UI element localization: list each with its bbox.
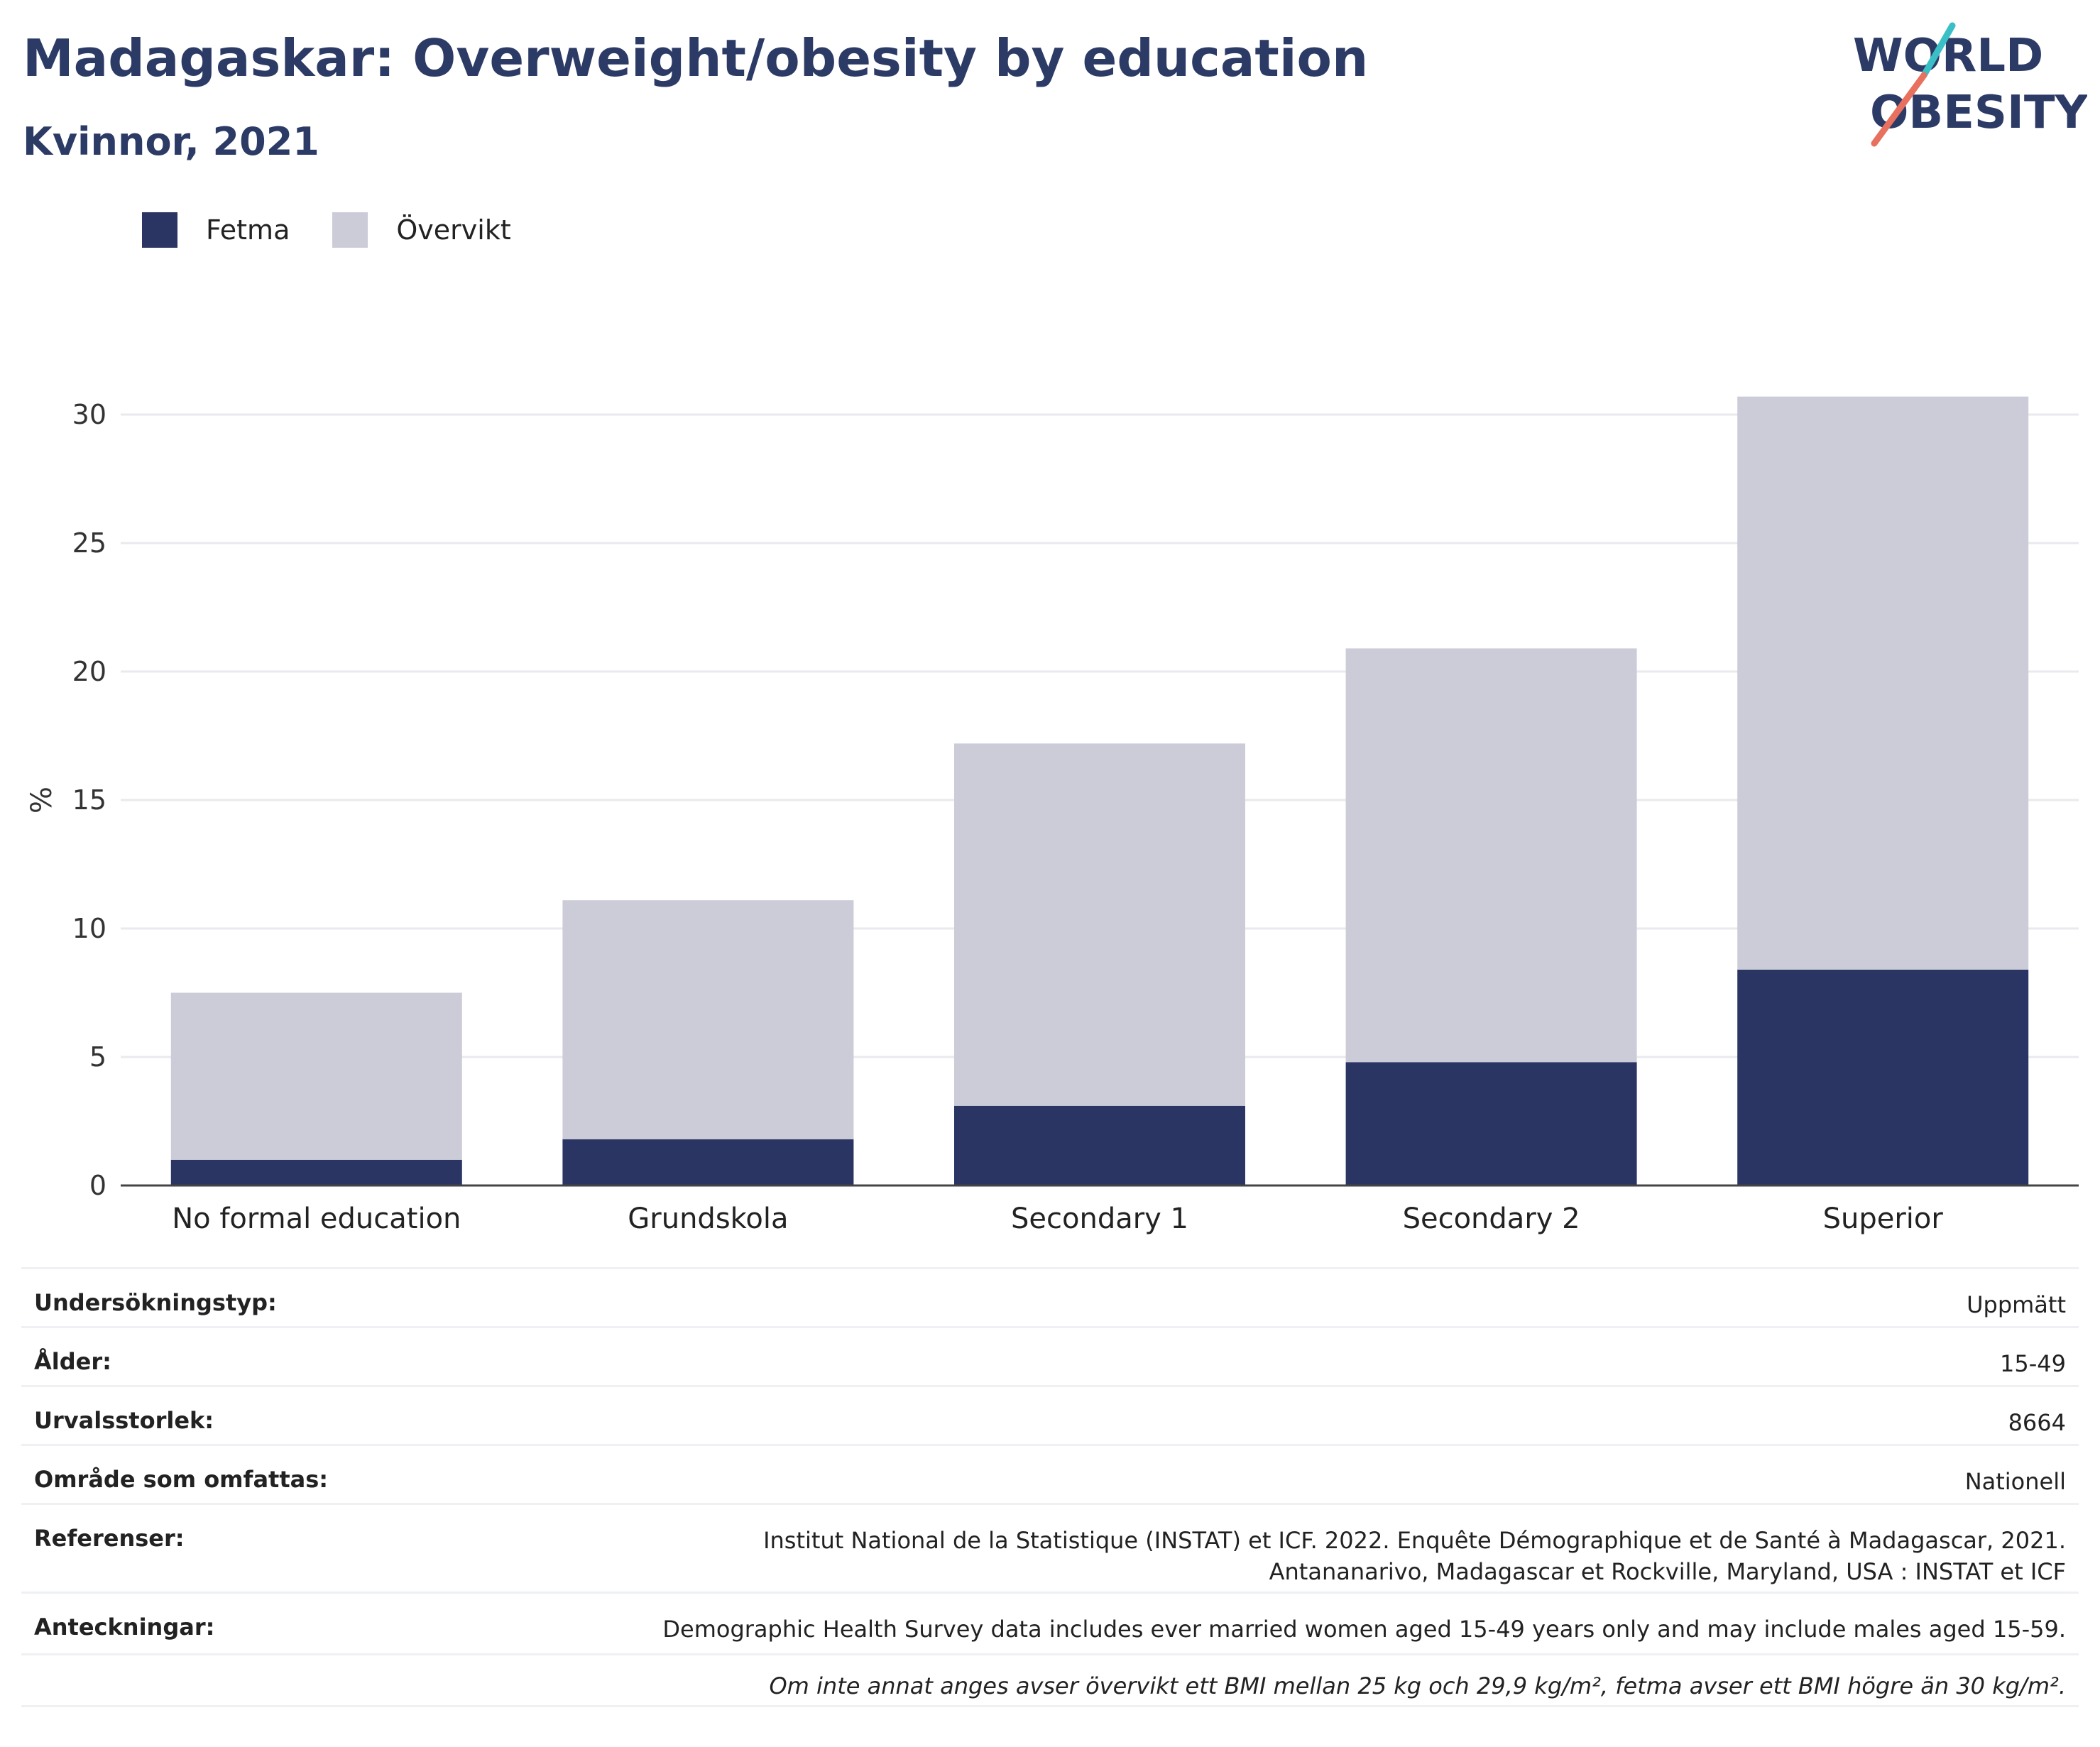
meta-key: Undersökningstyp: (34, 1289, 277, 1316)
meta-key: Område som omfattas: (34, 1466, 329, 1493)
meta-value: Demographic Health Survey data includes … (662, 1616, 2066, 1643)
y-tick-label: 15 (72, 784, 106, 816)
x-tick-label: Superior (1823, 1203, 1944, 1235)
meta-value: 8664 (2008, 1409, 2066, 1436)
y-tick-label: 10 (72, 913, 106, 944)
legend-item-overvikt[interactable]: Övervikt (332, 212, 511, 248)
bar-overvikt (170, 992, 462, 1160)
meta-key: Ålder: (34, 1348, 111, 1375)
meta-row-coverage: Område som omfattas: Nationell (21, 1444, 2079, 1503)
logo-slash-coral (1871, 72, 1927, 147)
y-tick-label: 20 (72, 656, 106, 687)
logo-word-obesity: OBESITY (1870, 87, 2087, 139)
bar-overvikt (562, 900, 854, 1139)
bar-overvikt (954, 743, 1245, 1106)
meta-value: Uppmätt (1967, 1291, 2066, 1318)
bar-overvikt (1737, 396, 2029, 970)
meta-key: Referenser: (34, 1525, 185, 1552)
logo-slash-teal (1920, 22, 1956, 79)
x-tick-label: Secondary 1 (1011, 1203, 1188, 1235)
legend-swatch-fetma (142, 212, 177, 248)
meta-value: Nationell (1964, 1468, 2066, 1495)
meta-key: Anteckningar: (34, 1614, 215, 1641)
chart-title: Madagaskar: Overweight/obesity by educat… (23, 28, 1369, 88)
legend-item-fetma[interactable]: Fetma (142, 212, 290, 248)
metadata-table: Undersökningstyp: Uppmätt Ålder: 15-49 U… (21, 1267, 2079, 1707)
y-axis-label: % (26, 787, 58, 814)
x-tick-label: Grundskola (628, 1203, 788, 1235)
meta-value: Institut National de la Statistique (INS… (763, 1527, 2066, 1585)
bar-chart: 0 5 10 15 20 25 30% No formal education Grundsko… (26, 396, 2079, 1235)
bar-fetma (954, 1105, 1245, 1185)
bmi-footnote: Om inte annat anges avser övervikt ett B… (21, 1653, 2079, 1707)
y-tick-label: 0 (89, 1170, 106, 1201)
meta-row-survey-type: Undersökningstyp: Uppmätt (21, 1267, 2079, 1326)
bar-fetma (170, 1159, 462, 1185)
chart-subtitle: Kvinnor, 2021 (23, 119, 319, 164)
bar-fetma (1737, 969, 2029, 1185)
x-tick-label: Secondary 2 (1403, 1203, 1580, 1235)
meta-key: Urvalsstorlek: (34, 1407, 214, 1434)
legend-label-fetma: Fetma (206, 214, 290, 246)
meta-row-age: Ålder: 15-49 (21, 1326, 2079, 1385)
x-tick-label: No formal education (172, 1203, 461, 1235)
y-tick-label: 25 (72, 527, 106, 559)
meta-value: 15-49 (2000, 1350, 2066, 1377)
legend-label-overvikt: Övervikt (396, 214, 511, 246)
meta-row-notes: Anteckningar: Demographic Health Survey … (21, 1592, 2079, 1653)
bar-fetma (562, 1139, 854, 1185)
meta-row-references: Referenser: Institut National de la Stat… (21, 1503, 2079, 1592)
legend-swatch-overvikt (332, 212, 368, 248)
meta-row-sample-size: Urvalsstorlek: 8664 (21, 1385, 2079, 1444)
world-obesity-logo: WORLD OBESITY (1853, 22, 2087, 147)
y-tick-label: 5 (89, 1041, 106, 1073)
chart-legend: Fetma Övervikt (142, 210, 554, 250)
y-tick-label: 30 (72, 399, 106, 430)
bar-overvikt (1345, 648, 1637, 1063)
bar-fetma (1345, 1062, 1637, 1185)
